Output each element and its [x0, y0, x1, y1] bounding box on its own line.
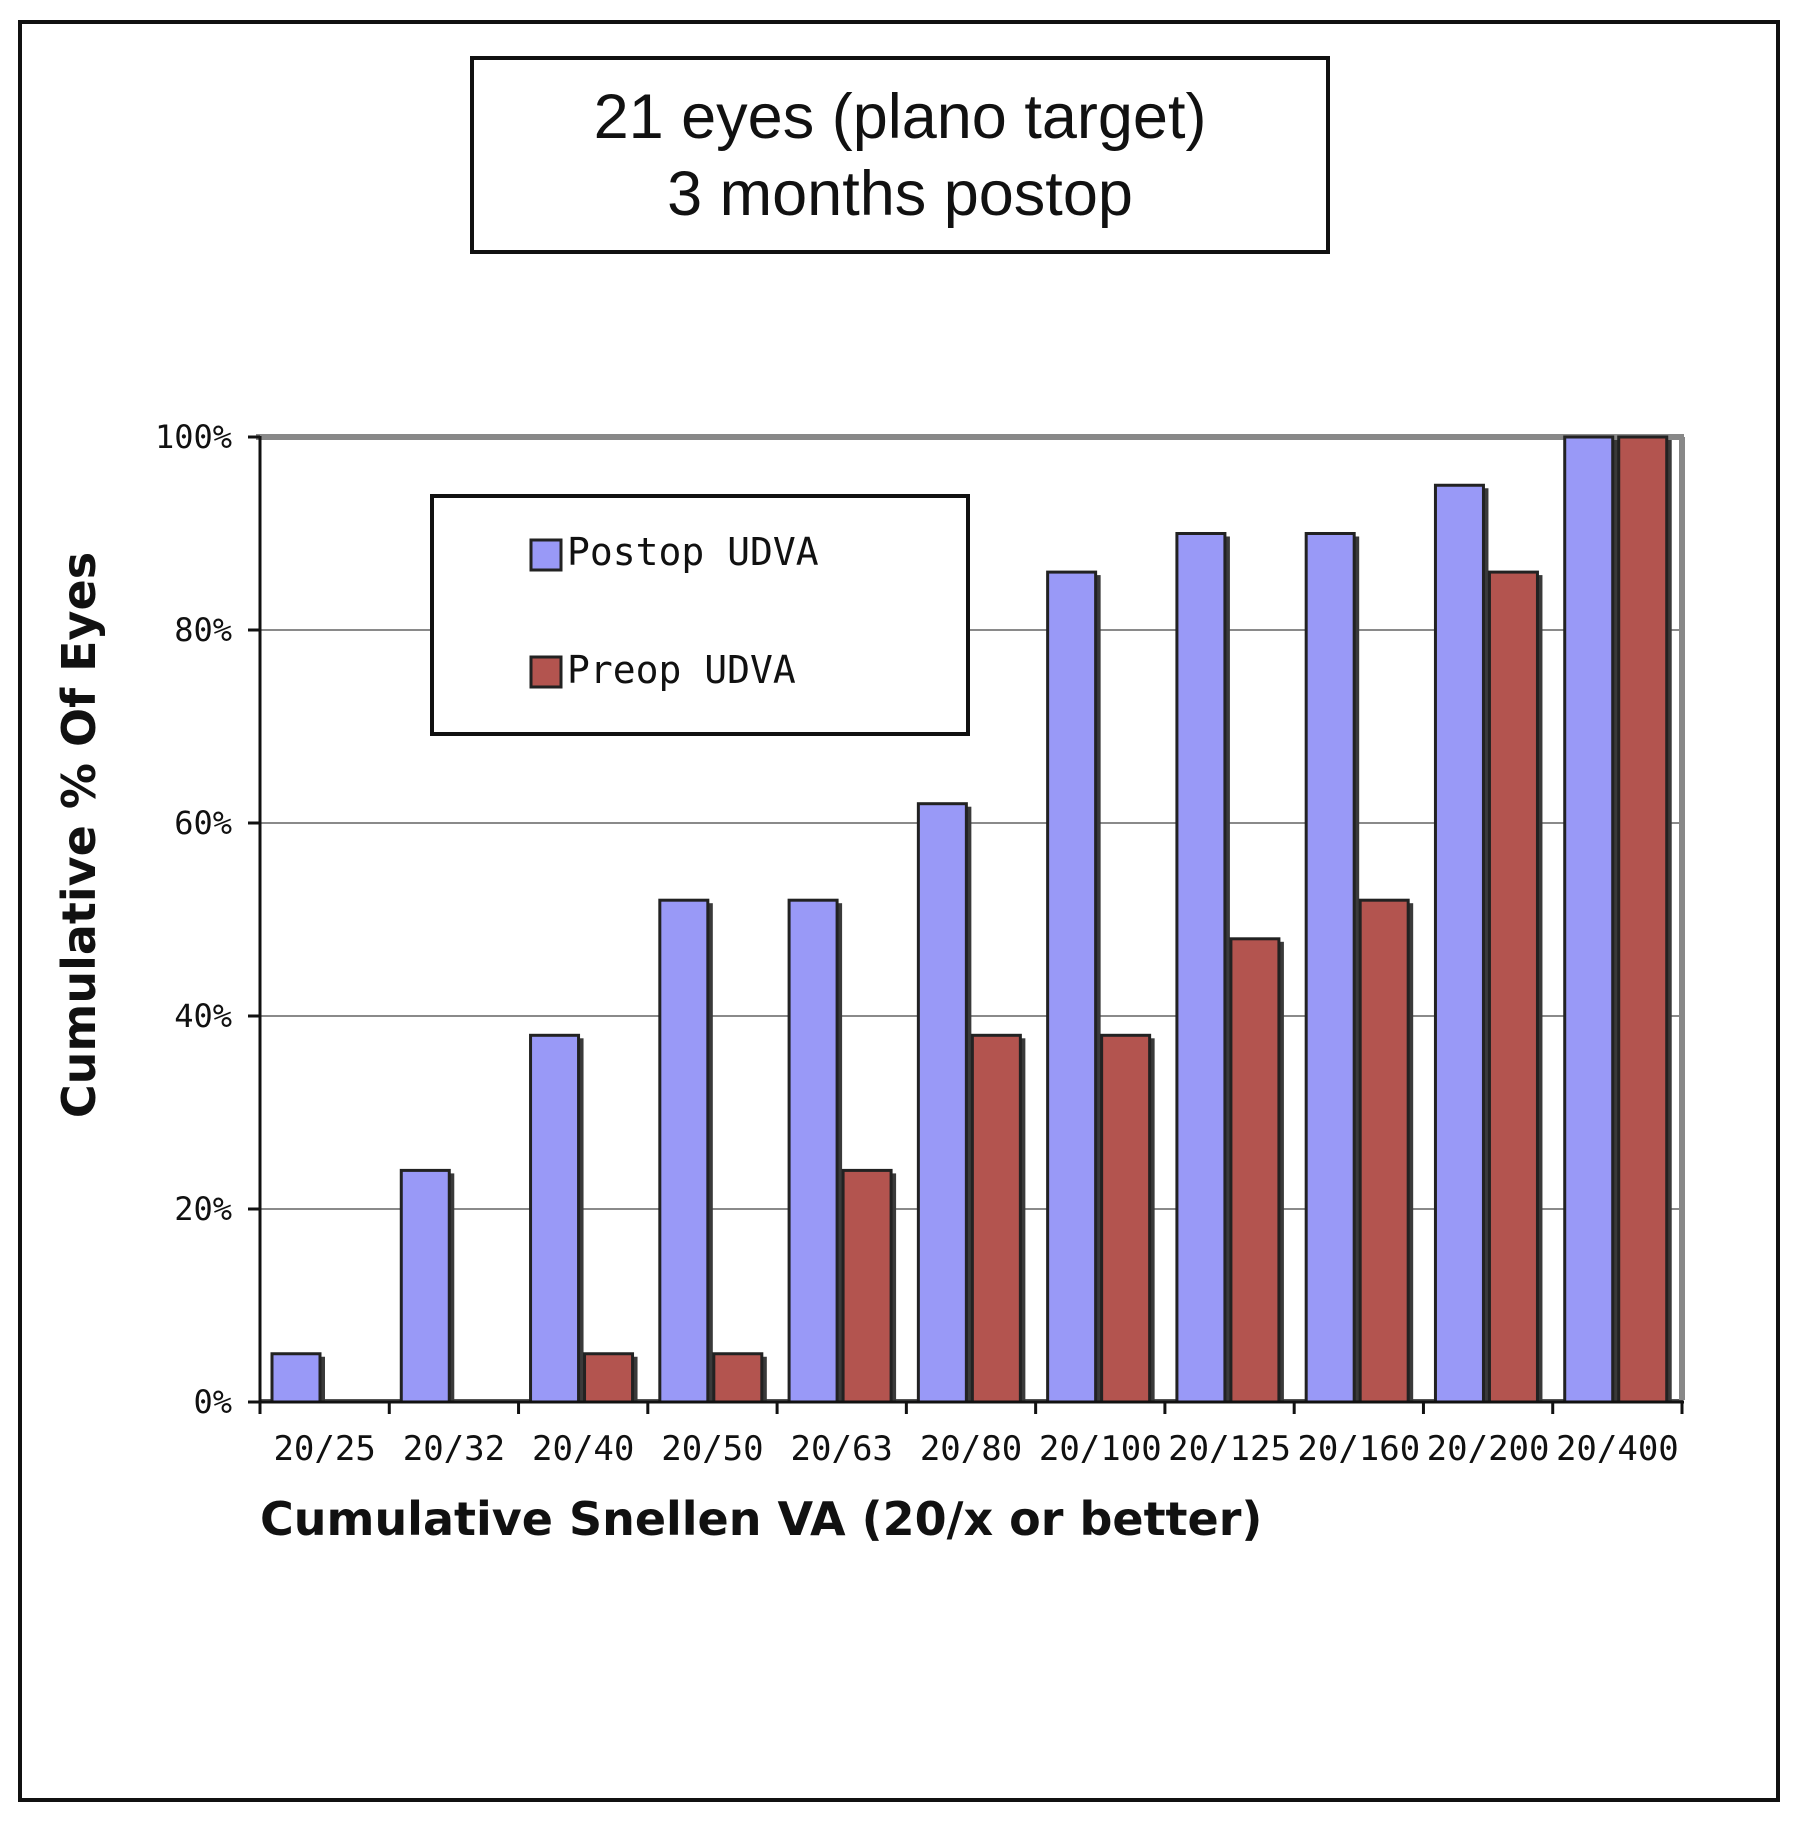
- bar-preop-20-63: [841, 1168, 893, 1404]
- x-tick-label: 20/25: [273, 1429, 375, 1469]
- x-ticks: 20/25 20/32 20/40 20/50 20/63 20/80 20/100 20/1…: [258, 1402, 1684, 1469]
- bar-preop-20-40: [583, 1352, 635, 1404]
- legend-swatch-preop: [529, 655, 563, 689]
- y-tick-label: 40%: [174, 997, 232, 1035]
- chart-title-line-1: 21 eyes (plano target): [594, 82, 1207, 152]
- bar-preop-20-125: [1229, 937, 1281, 1404]
- legend-swatch-postop: [529, 538, 563, 572]
- bar-postop-20-125: [1175, 532, 1227, 1404]
- y-tick-label: 0%: [193, 1383, 232, 1421]
- bar-postop-20-50: [658, 898, 710, 1404]
- x-tick-label: 20/400: [1556, 1429, 1679, 1469]
- x-tick-label: 20/63: [791, 1429, 893, 1469]
- bar-preop-20-200: [1487, 570, 1539, 1404]
- y-tick-label: 60%: [174, 804, 232, 842]
- bar-preop-20-160: [1358, 898, 1410, 1404]
- outer-frame: [18, 20, 1780, 1802]
- x-tick-label: 20/32: [403, 1429, 505, 1469]
- x-tick-label: 20/160: [1297, 1429, 1420, 1469]
- bar-postop-20-63: [787, 898, 839, 1404]
- y-tick-label: 20%: [174, 1190, 232, 1228]
- x-tick-label: 20/80: [920, 1429, 1022, 1469]
- x-tick-label: 20/125: [1168, 1429, 1291, 1469]
- y-axis-label: Cumulative % Of Eyes: [52, 552, 106, 1118]
- x-tick-label: 20/200: [1427, 1429, 1550, 1469]
- bar-preop-20-400: [1617, 435, 1669, 1404]
- x-axis-label: Cumulative Snellen VA (20/x or better): [260, 1492, 1262, 1546]
- x-tick-label: 20/100: [1039, 1429, 1162, 1469]
- bar-postop-20-80: [916, 802, 968, 1404]
- bar-postop-20-400: [1563, 435, 1615, 1404]
- bar-preop-20-50: [712, 1352, 764, 1404]
- bar-postop-20-200: [1433, 483, 1485, 1404]
- legend: Postop UDVA Preop UDVA: [430, 494, 970, 736]
- y-tick-label: 100%: [155, 418, 232, 456]
- bar-postop-20-25: [270, 1352, 322, 1404]
- x-tick-label: 20/50: [661, 1429, 763, 1469]
- bar-postop-20-32: [399, 1168, 451, 1404]
- bar-postop-20-100: [1046, 570, 1098, 1404]
- bar-postop-20-160: [1304, 532, 1356, 1404]
- legend-box: [430, 494, 970, 736]
- title-box: 21 eyes (plano target) 3 months postop: [470, 56, 1330, 254]
- bar-postop-20-40: [529, 1033, 581, 1404]
- bars: [270, 435, 1672, 1404]
- legend-label-postop: Postop UDVA: [567, 530, 819, 574]
- chart-title-line-2: 3 months postop: [667, 159, 1133, 229]
- y-ticks: 0% 20% 40% 60% 80% 100%: [155, 418, 260, 1421]
- y-tick-label: 80%: [174, 611, 232, 649]
- bar-preop-20-100: [1100, 1033, 1152, 1404]
- bar-preop-20-80: [970, 1033, 1022, 1404]
- legend-label-preop: Preop UDVA: [567, 648, 796, 692]
- x-tick-label: 20/40: [532, 1429, 634, 1469]
